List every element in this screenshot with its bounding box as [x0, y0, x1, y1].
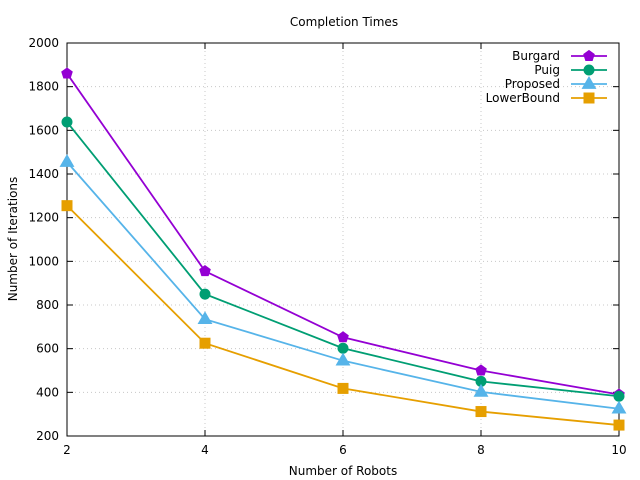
series-proposed — [59, 153, 627, 414]
data-point-lowerbound — [613, 419, 625, 431]
y-tick-label: 600 — [36, 342, 59, 356]
legend-item-burgard: Burgard — [512, 49, 607, 63]
legend-label: LowerBound — [486, 91, 560, 105]
data-point-burgard — [61, 67, 73, 79]
data-point-lowerbound — [475, 406, 487, 418]
y-tick-label: 1400 — [28, 167, 59, 181]
legend-marker-proposed — [581, 76, 597, 89]
data-point-puig — [337, 342, 349, 354]
y-tick-label: 1800 — [28, 80, 59, 94]
data-point-lowerbound — [199, 337, 211, 349]
data-point-proposed — [197, 311, 213, 325]
series-layer — [59, 67, 627, 431]
x-tick-label: 8 — [477, 443, 485, 457]
data-point-burgard — [199, 265, 211, 277]
x-axis-label: Number of Robots — [289, 464, 397, 478]
data-point-puig — [613, 390, 625, 402]
y-tick-label: 1000 — [28, 254, 59, 268]
data-point-lowerbound — [61, 200, 73, 212]
grid — [67, 43, 619, 436]
legend-item-proposed: Proposed — [505, 76, 607, 91]
data-point-puig — [199, 288, 211, 300]
x-tick-label: 2 — [63, 443, 71, 457]
legend-item-lowerbound: LowerBound — [486, 91, 607, 105]
data-point-proposed — [335, 352, 351, 366]
y-axis-label: Number of Iterations — [6, 177, 20, 302]
legend-marker-burgard — [583, 49, 595, 61]
x-tick-label: 6 — [339, 443, 347, 457]
legend-marker-puig — [583, 64, 595, 76]
data-point-burgard — [475, 364, 487, 376]
y-tick-label: 1600 — [28, 123, 59, 137]
y-tick-label: 1200 — [28, 211, 59, 225]
axes: 2 4 6 8 10 200 400 600 800 1000 1200 1400 1600 1800 20… — [28, 36, 626, 457]
y-tick-label: 2000 — [28, 36, 59, 50]
y-tick-label: 400 — [36, 385, 59, 399]
legend-label: Burgard — [512, 49, 560, 63]
data-point-lowerbound — [337, 382, 349, 394]
data-point-burgard — [337, 331, 349, 343]
legend-marker-lowerbound — [583, 92, 595, 104]
data-point-proposed — [473, 383, 489, 397]
data-point-proposed — [611, 400, 627, 414]
series-lowerbound — [61, 200, 625, 431]
x-tick-label: 4 — [201, 443, 209, 457]
y-tick-label: 200 — [36, 429, 59, 443]
legend-label: Puig — [534, 63, 560, 77]
data-point-proposed — [59, 153, 75, 167]
x-tick-label: 10 — [611, 443, 626, 457]
chart-title: Completion Times — [290, 15, 398, 29]
y-tick-label: 800 — [36, 298, 59, 312]
legend-label: Proposed — [505, 77, 560, 91]
legend-item-puig: Puig — [534, 63, 607, 77]
data-point-puig — [61, 116, 73, 128]
